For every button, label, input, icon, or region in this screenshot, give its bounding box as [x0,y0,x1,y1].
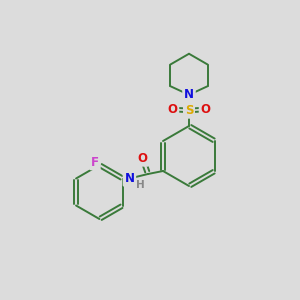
Text: N: N [124,172,134,185]
Text: F: F [91,155,99,169]
Text: O: O [200,103,211,116]
Text: O: O [167,103,178,116]
Text: O: O [138,152,148,165]
Text: H: H [136,180,144,190]
Text: S: S [185,104,193,117]
Text: N: N [184,88,194,101]
